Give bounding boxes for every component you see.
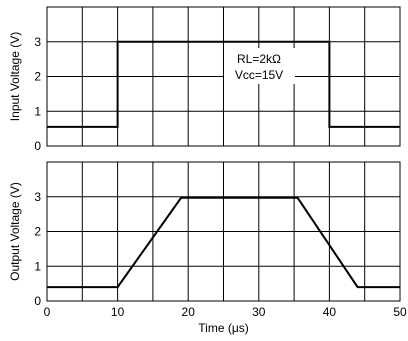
time-axis-label: Time (μs)	[198, 321, 248, 335]
output-grid	[47, 162, 400, 301]
y-tick-label: 3	[34, 190, 41, 204]
x-tick-label: 0	[44, 305, 51, 319]
input-y-axis-label: Input Voltage (V)	[8, 32, 22, 121]
input-y-ticks: 0 1 2 3	[34, 35, 41, 153]
x-tick-label: 50	[393, 305, 407, 319]
annotation-rl: RL=2kΩ	[237, 52, 281, 66]
input-voltage-line	[47, 40, 400, 128]
y-tick-label: 0	[34, 139, 41, 153]
x-tick-label: 20	[182, 305, 196, 319]
output-voltage-panel: 0 1 2 3 0 10 20 30 40 50 Output Voltage (V) Time…	[8, 161, 407, 335]
y-tick-label: 1	[34, 104, 41, 118]
x-tick-label: 30	[252, 305, 266, 319]
y-tick-label: 0	[34, 294, 41, 308]
input-voltage-panel: 0 1 2 3 Input Voltage (V) RL=2kΩ Vcc=15V	[8, 6, 401, 153]
y-tick-label: 2	[34, 225, 41, 239]
y-tick-label: 1	[34, 259, 41, 273]
input-grid	[47, 7, 400, 146]
y-tick-label: 2	[34, 70, 41, 84]
annotation-box	[224, 48, 295, 84]
output-y-axis-label: Output Voltage (V)	[8, 182, 22, 281]
output-y-ticks: 0 1 2 3	[34, 190, 41, 308]
x-tick-label: 10	[111, 305, 125, 319]
output-voltage-line	[47, 196, 400, 289]
output-x-ticks: 0 10 20 30 40 50	[44, 305, 407, 319]
annotation-vcc: Vcc=15V	[235, 68, 283, 82]
x-tick-label: 40	[323, 305, 337, 319]
y-tick-label: 3	[34, 35, 41, 49]
